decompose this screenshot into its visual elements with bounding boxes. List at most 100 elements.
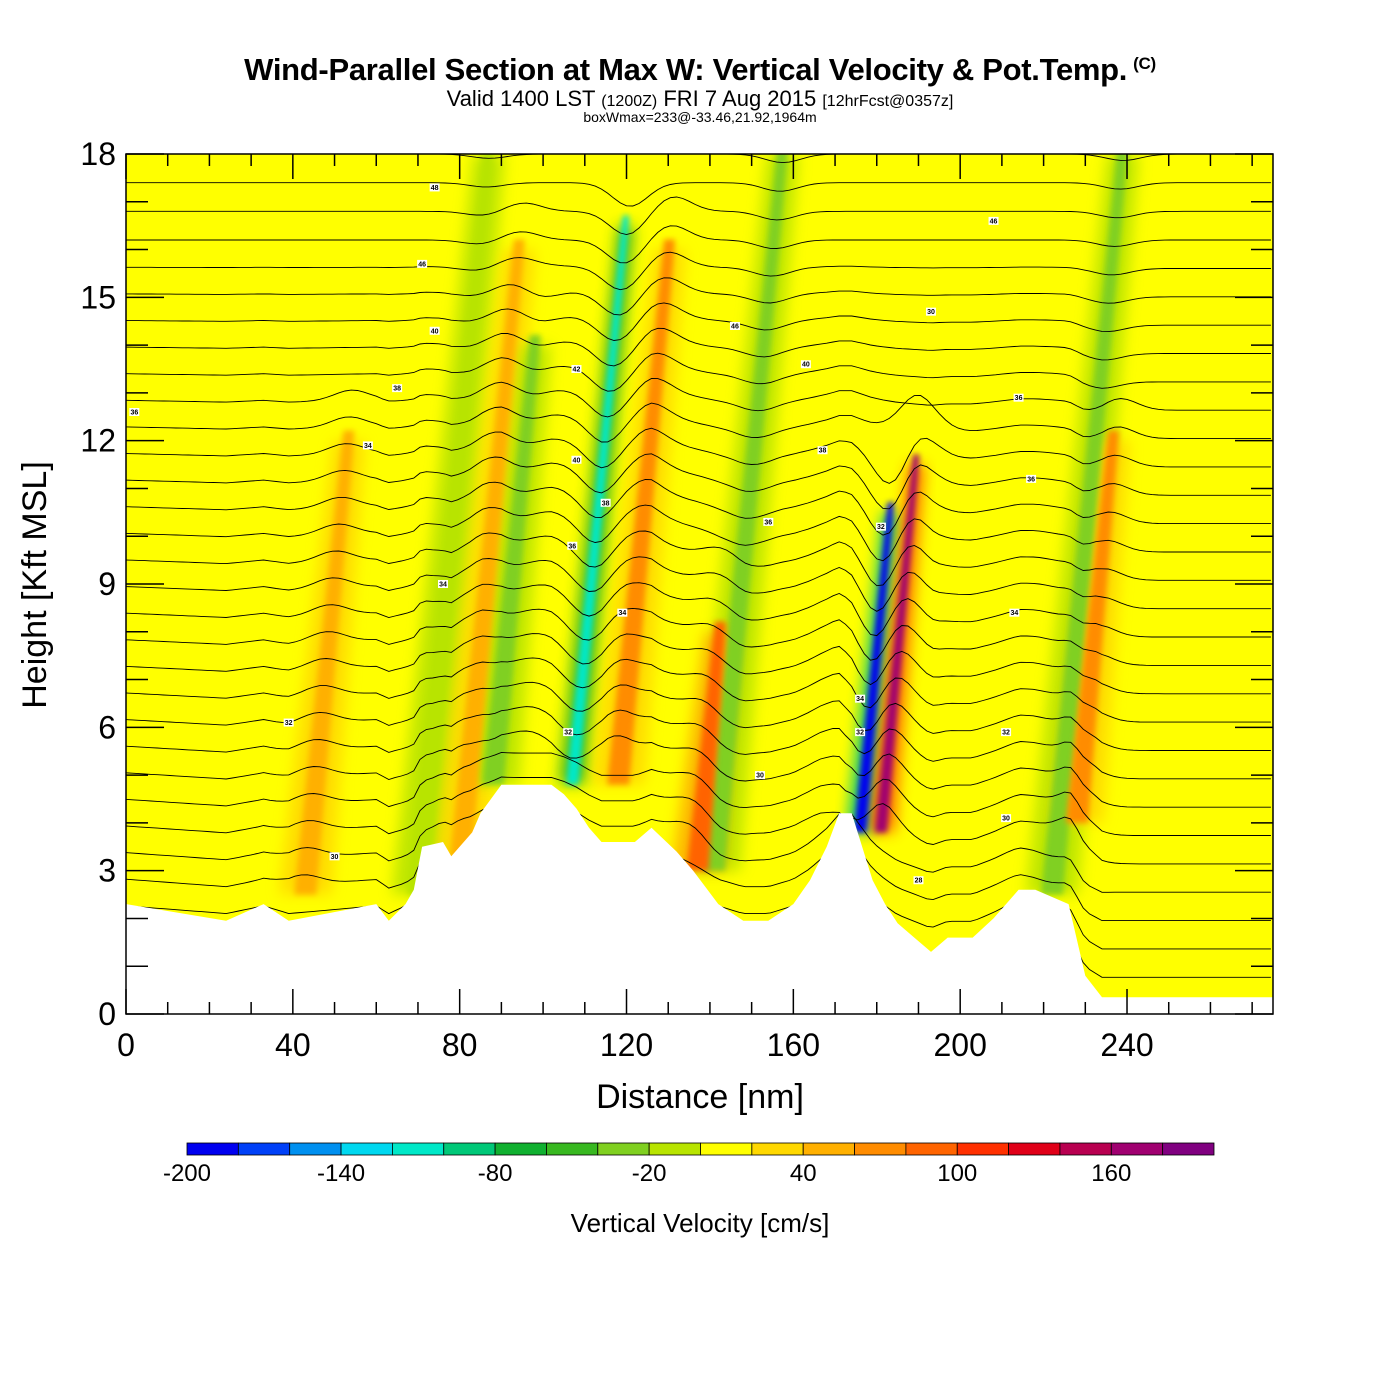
isentrope-line	[126, 801, 1271, 893]
contour-label-bg	[855, 694, 866, 703]
axis-ticks	[125, 153, 1273, 1015]
isentrope-line	[126, 427, 1271, 484]
contour-label-bg	[988, 216, 999, 225]
velocity-core	[406, 154, 494, 895]
isentrope-line	[126, 776, 1271, 865]
isentrope-line	[126, 479, 1271, 536]
x-tick-label: 240	[1100, 1027, 1153, 1063]
y-tick-label: 18	[80, 136, 116, 172]
contour-label-bg	[913, 876, 924, 885]
isentrope-line	[126, 706, 1271, 780]
box-wmax-line: boxWmax=233@-33.46,21.92,1964m	[583, 109, 817, 125]
forecast-info: [12hrFcst@0357z]	[822, 93, 954, 110]
contour-label-bg	[429, 326, 440, 335]
colorbar-swatch	[1110, 1142, 1164, 1156]
colorbar-swatch	[1059, 1142, 1112, 1156]
isentrope-line	[126, 378, 1271, 418]
contour-label-bg	[417, 259, 428, 268]
colorbar-swatch	[802, 1142, 855, 1156]
isentrope-line	[126, 825, 1271, 922]
contour-label-bg	[817, 446, 828, 455]
velocity-core	[607, 239, 676, 785]
contour-label-bg	[571, 455, 582, 464]
isentrope-line	[126, 182, 1271, 207]
contour-label: 36	[1015, 395, 1023, 402]
x-tick-label: 0	[117, 1027, 135, 1063]
colorbar-swatch	[751, 1142, 804, 1156]
isentrope-line	[126, 395, 1271, 443]
contour-label: 28	[915, 878, 923, 885]
colorbar-tick-label: -20	[632, 1160, 667, 1187]
colorbar-swatch	[237, 1142, 291, 1156]
contour-label: 30	[1002, 816, 1010, 823]
colorbar-swatch	[546, 1142, 599, 1156]
x-tick-label: 80	[442, 1027, 478, 1063]
contour-label: 30	[756, 773, 764, 780]
isentrope-line	[126, 582, 1271, 638]
terrain-mask	[126, 784, 1273, 1014]
isentrope-line	[126, 556, 1271, 612]
isentrope-line	[126, 633, 1271, 695]
contour-label: 32	[285, 720, 293, 727]
isentrope-line	[126, 730, 1271, 808]
colorbar-swatch	[648, 1142, 701, 1156]
y-tick-label: 9	[98, 566, 116, 602]
velocity-core	[566, 215, 629, 785]
contour-label-bg	[392, 384, 403, 393]
colorbar-swatch	[391, 1142, 445, 1156]
velocity-core	[294, 430, 355, 895]
colorbar-tick-label: 100	[937, 1160, 977, 1187]
valid-time-line: Valid 1400 LST (1200Z) FRI 7 Aug 2015 [1…	[0, 86, 1400, 112]
isentrope-line	[126, 251, 1271, 291]
contour-label: 36	[130, 410, 138, 417]
valid-date: FRI 7 Aug 2015	[663, 86, 817, 111]
y-tick-label: 12	[80, 423, 116, 459]
isentrope-line	[126, 327, 1271, 367]
isentrope-line	[126, 302, 1271, 341]
contour-label: 42	[573, 367, 581, 374]
contour-label: 34	[856, 696, 864, 703]
copyright-mark: (C)	[1133, 53, 1156, 73]
colorbar-tick-label: 40	[790, 1160, 817, 1187]
contour-label-bg	[437, 580, 448, 588]
contour-label: 40	[802, 362, 810, 369]
contour-labels: 48 46 40 38 36 34 34 32 30 42 40 38 36 34 32 46 40 38 36 30…	[129, 183, 1037, 885]
colorbar-swatch	[494, 1142, 547, 1156]
contour-label: 46	[731, 324, 739, 331]
isentrope-line	[126, 607, 1271, 666]
contour-label: 32	[877, 524, 885, 531]
contour-label-bg	[429, 183, 440, 192]
colorbar-swatch	[289, 1142, 342, 1156]
colorbar-swatch	[340, 1142, 393, 1156]
valid-utc: (1200Z)	[601, 93, 658, 110]
contour-label: 38	[602, 500, 610, 507]
contour-label: 36	[1027, 476, 1035, 483]
contour-label-bg	[362, 441, 373, 450]
contour-label: 32	[564, 730, 572, 737]
contour-label-bg	[567, 541, 578, 550]
contour-label-bg	[1026, 474, 1037, 483]
velocity-core	[482, 335, 541, 785]
contour-label: 40	[573, 457, 581, 464]
y-axis-title: Height [Kft MSL]	[16, 461, 54, 709]
y-tick-label: 6	[98, 709, 116, 745]
contour-label: 46	[990, 218, 998, 225]
contour-label-bg	[563, 728, 574, 737]
contour-label-bg	[600, 498, 611, 507]
colorbar-swatch	[854, 1142, 907, 1156]
contour-label: 32	[856, 730, 864, 737]
contour-label-bg	[1001, 814, 1012, 823]
colorbar-swatch	[700, 1142, 753, 1156]
contour-label: 38	[819, 448, 827, 455]
y-tick-label: 0	[98, 996, 116, 1032]
y-tick-label: 3	[98, 853, 116, 889]
velocity-core	[874, 454, 920, 833]
x-tick-label: 160	[767, 1027, 820, 1063]
velocity-core	[703, 154, 788, 871]
colorbar-tick-label: -80	[478, 1160, 513, 1187]
velocity-core	[1040, 154, 1128, 895]
plot-area: 48 46 40 38 36 34 34 32 30 42 40 38 36 34 32 46 40 38 36 30…	[126, 154, 1273, 1014]
contour-label: 36	[764, 519, 772, 526]
